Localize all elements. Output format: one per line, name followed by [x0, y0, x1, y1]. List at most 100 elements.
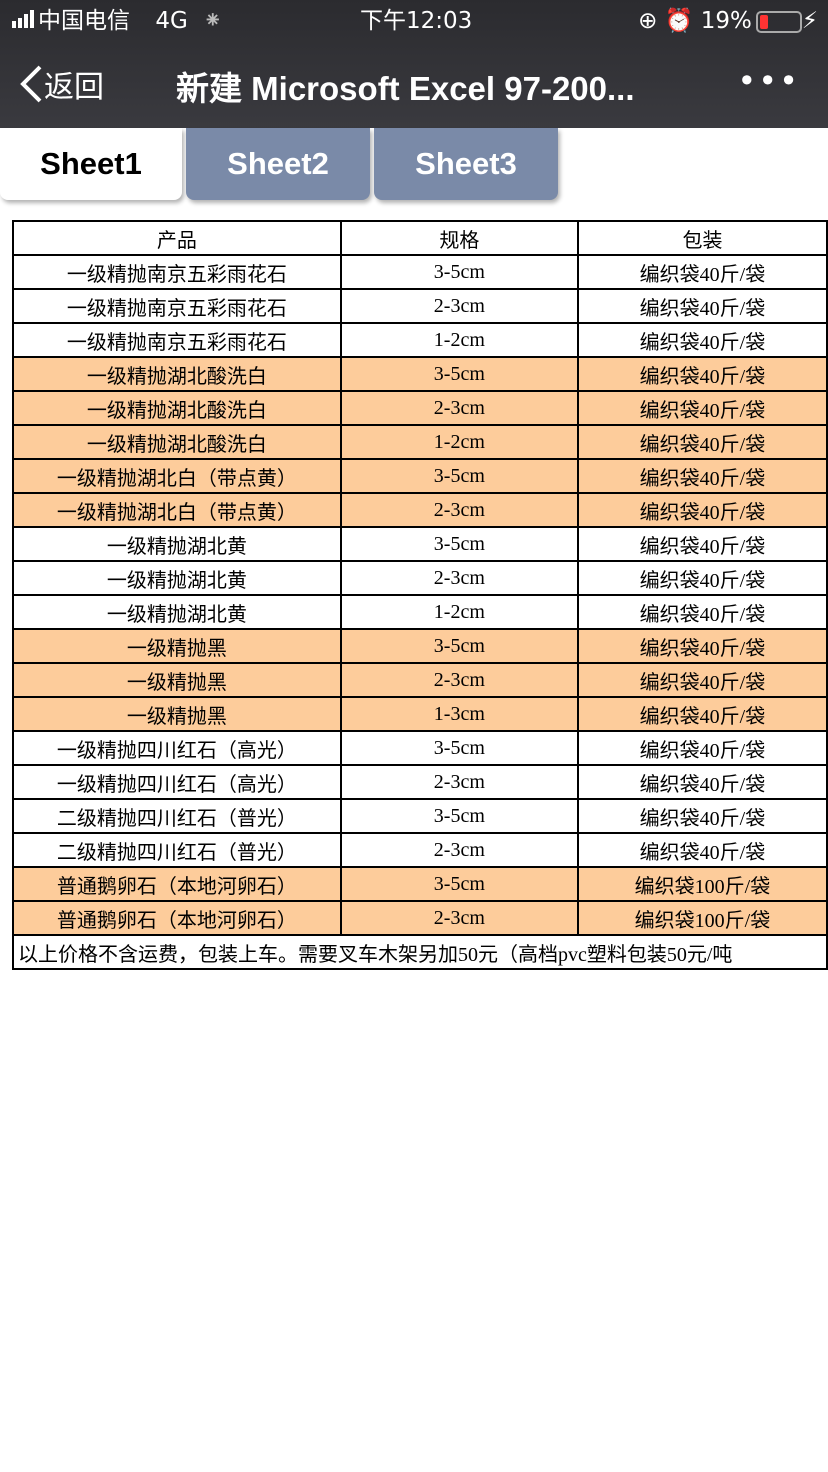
sheet-tabs: Sheet1 Sheet2 Sheet3 — [0, 128, 562, 200]
table-cell[interactable]: 一级精抛湖北酸洗白 — [12, 424, 342, 460]
signal-icon — [12, 10, 34, 28]
table-row: 一级精抛湖北黄 2-3cm 编织袋40斤/袋 — [12, 560, 828, 596]
table-cell[interactable]: 编织袋40斤/袋 — [576, 560, 828, 596]
tab-sheet2[interactable]: Sheet2 — [186, 128, 370, 200]
table-row: 一级精抛黑 3-5cm 编织袋40斤/袋 — [12, 628, 828, 664]
table-cell[interactable]: 编织袋40斤/袋 — [576, 526, 828, 562]
table-cell[interactable]: 3-5cm — [339, 254, 579, 290]
table-cell[interactable]: 2-3cm — [339, 764, 579, 800]
table-cell[interactable]: 编织袋40斤/袋 — [576, 458, 828, 494]
table-row: 二级精抛四川红石（普光） 2-3cm 编织袋40斤/袋 — [12, 832, 828, 868]
table-row: 一级精抛南京五彩雨花石 2-3cm 编织袋40斤/袋 — [12, 288, 828, 324]
table-cell[interactable]: 一级精抛四川红石（高光） — [12, 764, 342, 800]
table-cell[interactable]: 一级精抛黑 — [12, 628, 342, 664]
table-cell[interactable]: 一级精抛四川红石（高光） — [12, 730, 342, 766]
table-cell[interactable]: 一级精抛湖北酸洗白 — [12, 390, 342, 426]
chevron-left-icon — [20, 65, 42, 103]
table-row: 一级精抛湖北白（带点黄） 3-5cm 编织袋40斤/袋 — [12, 458, 828, 494]
table-cell[interactable]: 一级精抛湖北黄 — [12, 594, 342, 630]
table-cell[interactable]: 一级精抛南京五彩雨花石 — [12, 288, 342, 324]
alarm-icon: ⏰ — [664, 8, 694, 34]
table-cell[interactable]: 3-5cm — [339, 798, 579, 834]
table-cell[interactable]: 编织袋40斤/袋 — [576, 832, 828, 868]
battery-icon — [755, 10, 802, 33]
status-right: ⊕ ⏰ 19% ⚡ — [638, 6, 818, 36]
table-cell[interactable]: 1-2cm — [339, 322, 579, 358]
carrier-info: 中国电信 4G ⁕ — [12, 6, 222, 36]
tab-sheet1[interactable]: Sheet1 — [0, 128, 182, 200]
table-cell[interactable]: 2-3cm — [339, 832, 579, 868]
table-cell[interactable]: 编织袋40斤/袋 — [576, 356, 828, 392]
more-options-button[interactable]: ••• — [737, 62, 800, 100]
table-row: 一级精抛湖北酸洗白 2-3cm 编织袋40斤/袋 — [12, 390, 828, 426]
table-cell[interactable]: 一级精抛南京五彩雨花石 — [12, 254, 342, 290]
battery-percent: 19% — [700, 8, 752, 34]
table-cell[interactable]: 编织袋40斤/袋 — [576, 424, 828, 460]
carrier: 中国电信 — [38, 8, 130, 34]
table-cell[interactable]: 编织袋40斤/袋 — [576, 492, 828, 528]
table-cell[interactable]: 2-3cm — [339, 390, 579, 426]
charging-icon: ⚡ — [801, 8, 818, 34]
table-cell[interactable]: 编织袋40斤/袋 — [576, 254, 828, 290]
table-cell[interactable]: 一级精抛湖北酸洗白 — [12, 356, 342, 392]
table-cell[interactable]: 编织袋40斤/袋 — [576, 594, 828, 630]
table-cell[interactable]: 编织袋40斤/袋 — [576, 662, 828, 698]
table-row: 一级精抛南京五彩雨花石 3-5cm 编织袋40斤/袋 — [12, 254, 828, 290]
clock: 下午12:03 — [360, 8, 473, 34]
column-header[interactable]: 产品 — [12, 220, 342, 256]
table-cell[interactable]: 编织袋40斤/袋 — [576, 322, 828, 358]
table-cell[interactable]: 2-3cm — [339, 492, 579, 528]
page-title: 新建 Microsoft Excel 97-200... — [176, 70, 635, 107]
table-cell[interactable]: 编织袋40斤/袋 — [576, 628, 828, 664]
table-cell[interactable]: 编织袋40斤/袋 — [576, 730, 828, 766]
table-row: 一级精抛四川红石（高光） 3-5cm 编织袋40斤/袋 — [12, 730, 828, 766]
table-cell[interactable]: 2-3cm — [339, 662, 579, 698]
note-cell[interactable]: 以上价格不含运费，包装上车。需要叉车木架另加50元（高档pvc塑料包装50元/吨 — [12, 934, 828, 970]
table-cell[interactable]: 一级精抛黑 — [12, 662, 342, 698]
table-cell[interactable]: 一级精抛黑 — [12, 696, 342, 732]
top-bar: 中国电信 4G ⁕ 下午12:03 ⊕ ⏰ 19% ⚡ 返回 新建 Microso… — [0, 0, 828, 128]
table-cell[interactable]: 1-2cm — [339, 594, 579, 630]
table-cell[interactable]: 3-5cm — [339, 730, 579, 766]
table-cell[interactable]: 2-3cm — [339, 560, 579, 596]
table-cell[interactable]: 一级精抛湖北黄 — [12, 560, 342, 596]
table-cell[interactable]: 1-2cm — [339, 424, 579, 460]
table-cell[interactable]: 2-3cm — [339, 900, 579, 936]
table-cell[interactable]: 1-3cm — [339, 696, 579, 732]
table-cell[interactable]: 编织袋40斤/袋 — [576, 764, 828, 800]
column-header[interactable]: 包装 — [576, 220, 828, 256]
table-cell[interactable]: 编织袋100斤/袋 — [576, 866, 828, 902]
table-cell[interactable]: 编织袋40斤/袋 — [576, 390, 828, 426]
table-cell[interactable]: 3-5cm — [339, 866, 579, 902]
table-cell[interactable]: 二级精抛四川红石（普光） — [12, 832, 342, 868]
table-cell[interactable]: 3-5cm — [339, 628, 579, 664]
table-row: 二级精抛四川红石（普光） 3-5cm 编织袋40斤/袋 — [12, 798, 828, 834]
table-cell[interactable]: 一级精抛南京五彩雨花石 — [12, 322, 342, 358]
table-cell[interactable]: 3-5cm — [339, 526, 579, 562]
table-cell[interactable]: 编织袋40斤/袋 — [576, 798, 828, 834]
table-cell[interactable]: 编织袋40斤/袋 — [576, 696, 828, 732]
tab-sheet3[interactable]: Sheet3 — [374, 128, 558, 200]
table-cell[interactable]: 一级精抛湖北白（带点黄） — [12, 492, 342, 528]
column-header[interactable]: 规格 — [339, 220, 579, 256]
table-row: 一级精抛南京五彩雨花石 1-2cm 编织袋40斤/袋 — [12, 322, 828, 358]
table-cell[interactable]: 编织袋40斤/袋 — [576, 288, 828, 324]
back-button[interactable]: 返回 — [18, 62, 104, 106]
table-cell[interactable]: 二级精抛四川红石（普光） — [12, 798, 342, 834]
table-row: 一级精抛四川红石（高光） 2-3cm 编织袋40斤/袋 — [12, 764, 828, 800]
back-label: 返回 — [44, 70, 104, 105]
table-cell[interactable]: 3-5cm — [339, 458, 579, 494]
table-row: 一级精抛黑 1-3cm 编织袋40斤/袋 — [12, 696, 828, 732]
table-cell[interactable]: 2-3cm — [339, 288, 579, 324]
network: 4G — [155, 8, 188, 34]
table-cell[interactable]: 普通鹅卵石（本地河卵石） — [12, 866, 342, 902]
table-cell[interactable]: 编织袋100斤/袋 — [576, 900, 828, 936]
table-row: 一级精抛湖北黄 1-2cm 编织袋40斤/袋 — [12, 594, 828, 630]
table-cell[interactable]: 普通鹅卵石（本地河卵石） — [12, 900, 342, 936]
table-cell[interactable]: 一级精抛湖北白（带点黄） — [12, 458, 342, 494]
note-row: 以上价格不含运费，包装上车。需要叉车木架另加50元（高档pvc塑料包装50元/吨 — [12, 934, 828, 970]
table-row: 普通鹅卵石（本地河卵石） 3-5cm 编织袋100斤/袋 — [12, 866, 828, 902]
table-cell[interactable]: 一级精抛湖北黄 — [12, 526, 342, 562]
table-cell[interactable]: 3-5cm — [339, 356, 579, 392]
spreadsheet-table: 产品 规格 包装 一级精抛南京五彩雨花石 3-5cm 编织袋40斤/袋 一级精抛南京五… — [12, 220, 828, 970]
